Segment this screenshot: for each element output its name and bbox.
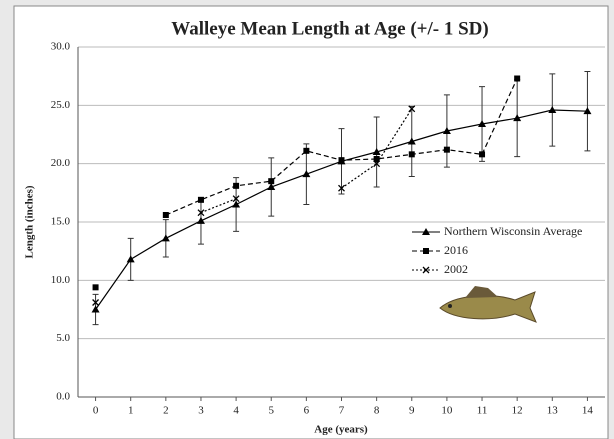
y-tick-label: 25.0 [51,99,71,111]
marker [478,120,487,127]
marker [197,209,205,217]
legend-label: 2016 [444,243,468,257]
y-axis-title: Length (inches) [24,185,36,258]
marker [162,212,169,218]
x-tick-label: 6 [304,405,310,417]
fish-icon [439,286,537,323]
marker [92,284,99,291]
marker [232,195,240,203]
x-tick-label: 9 [409,405,415,417]
marker [407,137,416,145]
x-tick-label: 3 [198,405,204,417]
marker [92,299,100,306]
marker [197,196,204,203]
marker [583,107,592,115]
legend-label: Northern Wisconsin Average [444,224,582,238]
x-tick-label: 14 [582,405,594,417]
series [92,105,416,306]
marker [126,255,135,263]
marker [91,305,100,313]
legend-marker [423,248,429,254]
y-tick-label: 20.0 [51,157,71,169]
marker [233,182,240,189]
x-tick-label: 2 [163,405,169,417]
x-tick-label: 13 [547,405,559,417]
marker [232,200,241,208]
marker [268,178,275,185]
series [92,75,521,291]
x-tick-label: 5 [268,405,274,417]
x-tick-label: 8 [374,405,380,417]
legend-marker [422,228,430,235]
marker [267,183,276,190]
y-tick-label: 10.0 [51,274,71,286]
marker [196,216,205,224]
x-axis-title: Age (years) [314,424,368,436]
marker [513,114,522,122]
y-tick-label: 0.0 [56,391,70,403]
x-tick-label: 1 [128,405,134,417]
marker [408,105,416,113]
x-tick-label: 0 [93,405,99,417]
marker [338,184,345,192]
x-tick-label: 11 [477,405,488,417]
legend-marker [422,266,430,274]
y-tick-label: 5.0 [56,332,70,344]
marker [161,234,170,242]
marker [303,147,310,154]
marker [408,151,415,158]
y-tick-label: 30.0 [51,41,71,53]
chart-title: Walleye Mean Length at Age (+/- 1 SD) [171,18,488,39]
marker [372,148,381,155]
marker [338,157,345,164]
y-tick-label: 15.0 [51,216,71,228]
legend-label: 2002 [444,262,468,276]
x-tick-label: 7 [339,405,345,417]
marker [443,146,450,153]
marker [373,156,380,162]
marker [373,160,381,168]
marker [302,170,311,178]
marker [479,151,486,158]
x-tick-label: 4 [233,405,239,417]
x-tick-label: 10 [441,405,453,417]
x-tick-label: 12 [512,405,523,417]
marker [514,75,521,82]
marker [442,127,451,134]
marker [548,106,557,113]
